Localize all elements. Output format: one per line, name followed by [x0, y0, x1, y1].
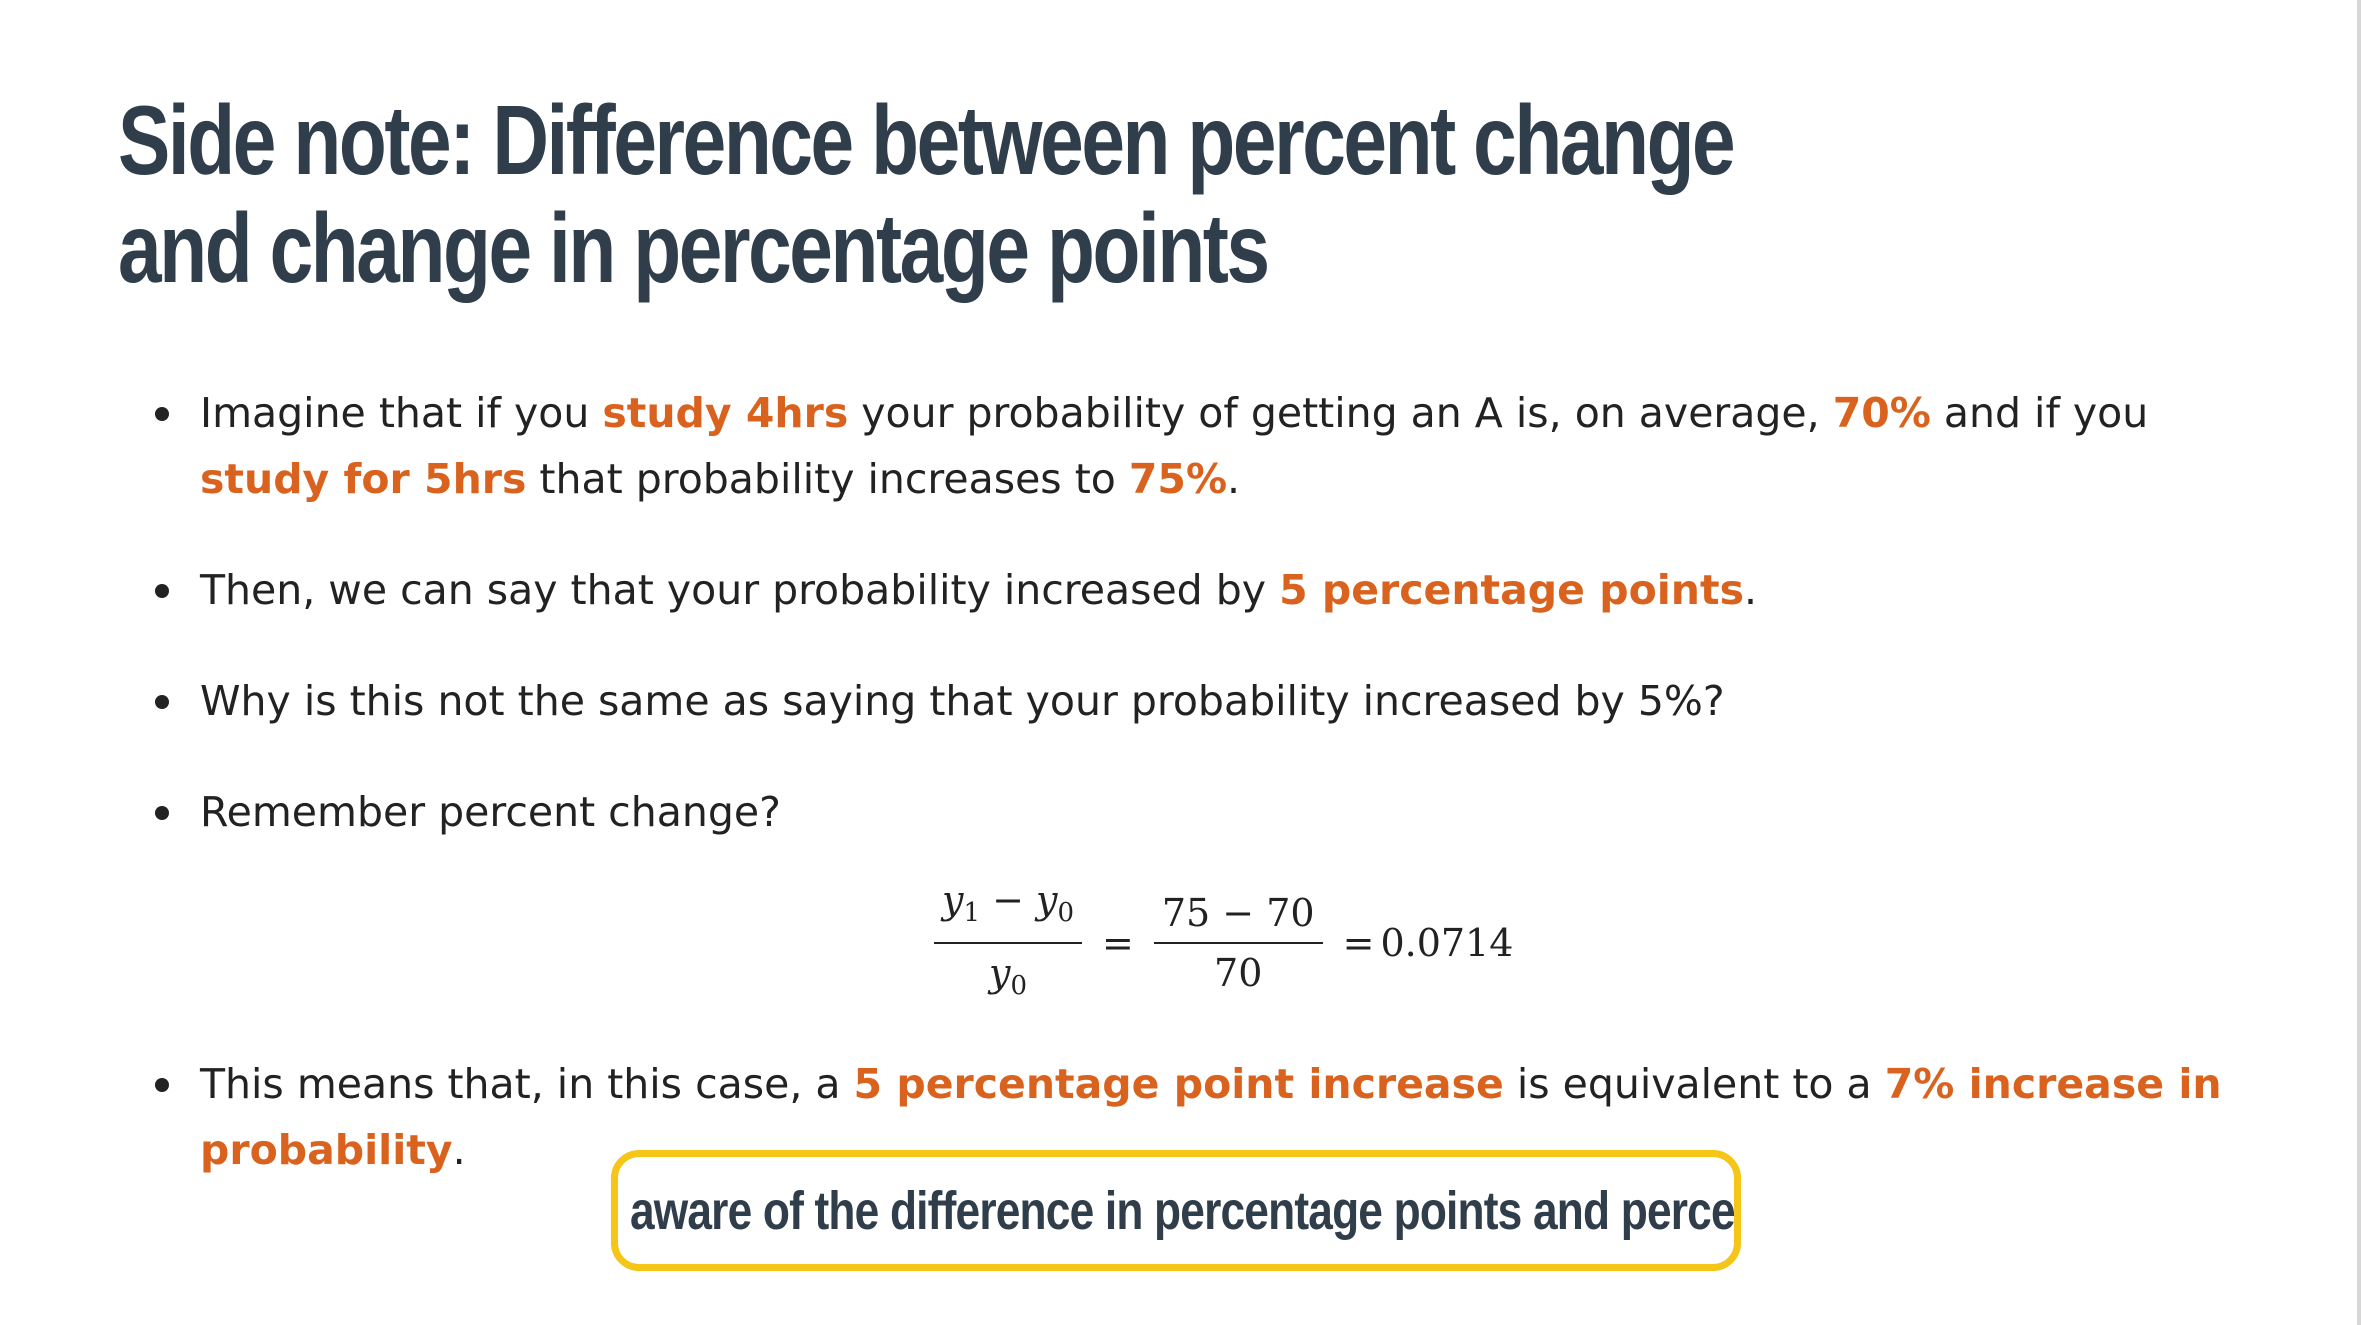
bullet-dot	[155, 584, 169, 598]
percent-change-equation: y1 − y0 y0 = 75 − 70 70 = 0.0714	[150, 853, 2260, 1043]
fraction-numerator: 75 − 70	[1161, 891, 1315, 935]
equals-sign: =	[1102, 921, 1134, 965]
bullet-dot	[155, 806, 169, 820]
bullet-dot	[155, 695, 169, 709]
bullet-item-why-question: Why is this not the same as saying that …	[150, 668, 2260, 734]
bullet-text: .	[1744, 566, 1758, 614]
fraction-numerator: y1 − y0	[942, 878, 1075, 928]
bullet-dot	[155, 1078, 169, 1092]
fraction-numeric: 75 − 70 70	[1153, 887, 1323, 999]
equation-result: 0.0714	[1380, 921, 1514, 965]
bullet-text: Why is this not the same as saying that …	[200, 677, 1725, 725]
bullet-item-study-hours: Imagine that if you study 4hrs your prob…	[150, 380, 2260, 512]
highlight-text: 75%	[1128, 455, 1228, 503]
bullet-text: that probability increases to	[526, 455, 1129, 503]
equals-sign: =	[1342, 921, 1375, 965]
highlight-text: study 4hrs	[602, 389, 849, 437]
equation-block: y1 − y0 y0 = 75 − 70 70 = 0.0714	[150, 853, 2260, 1043]
bullet-text: .	[452, 1126, 466, 1174]
bullet-text: This means that, in this case, a	[200, 1060, 854, 1108]
equation-row: y1 − y0 y0 = 75 − 70 70 = 0.0714	[920, 873, 1513, 1013]
fraction-symbolic: y1 − y0 y0	[934, 874, 1083, 1012]
bullet-text: Remember percent change?	[200, 788, 781, 836]
bullet-item-percentage-points: Then, we can say that your probability i…	[150, 557, 2260, 623]
bullet-text: Imagine that if you	[200, 389, 603, 437]
highlight-text: 70%	[1832, 389, 1931, 437]
highlight-text: study for 5hrs	[200, 455, 527, 503]
bullet-text: and if you	[1930, 389, 2149, 437]
slide-edge	[2357, 0, 2361, 1325]
fraction-bar	[934, 942, 1083, 944]
fraction-bar	[1153, 942, 1323, 944]
bullet-text: Then, we can say that your probability i…	[200, 566, 1280, 614]
bullet-text: your probability of getting an A is, on …	[848, 389, 1833, 437]
bullet-dot	[155, 407, 169, 421]
fraction-denominator: 70	[1214, 951, 1263, 995]
bullet-list: Imagine that if you study 4hrs your prob…	[150, 380, 2260, 1228]
slide-title: Side note: Difference between percent ch…	[118, 85, 1736, 303]
bullet-text: is equivalent to a	[1503, 1060, 1885, 1108]
highlight-text: 5 percentage points	[1279, 566, 1744, 614]
fraction-denominator: y0	[989, 951, 1028, 1001]
highlight-text: 5 percentage point increase	[853, 1060, 1504, 1108]
bullet-text: .	[1227, 455, 1241, 503]
bullet-item-conclusion: This means that, in this case, a 5 perce…	[150, 1051, 2260, 1183]
callout-box: Be aware of the difference in percentage…	[611, 1150, 1741, 1271]
callout-text: Be aware of the difference in percentage…	[611, 1180, 1741, 1241]
highlight-text: 7% increase in probability	[200, 1060, 2222, 1174]
bullet-item-percent-change: Remember percent change?	[150, 779, 2260, 845]
